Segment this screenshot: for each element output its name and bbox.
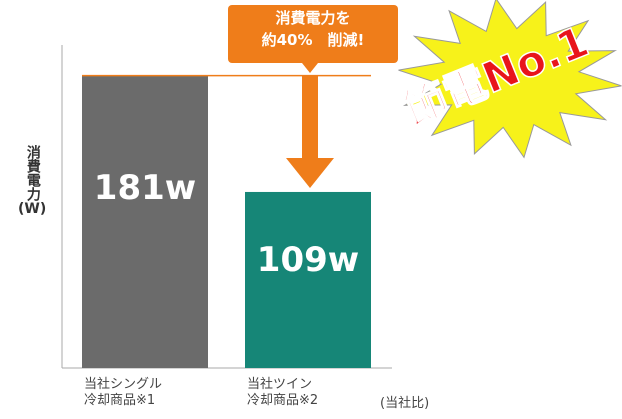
y-axis-label: 消費電力(W)	[18, 145, 46, 219]
bar	[82, 76, 208, 368]
note: (当社比)	[380, 396, 429, 412]
y-axis-label: 消費電力	[23, 145, 41, 201]
arrow-shaft	[302, 76, 318, 160]
value-label: 109w	[245, 239, 371, 282]
chart: 消費電力を 約40% 削減! (当社比) 節電No.1 消費電力(W) 181w…	[0, 0, 622, 419]
x-tick-label: 当社シングル 冷却商品※1	[84, 377, 162, 410]
arrow-head	[286, 158, 334, 188]
value-label: 181w	[82, 167, 208, 210]
y-axis-label-unit: (W)	[18, 201, 46, 219]
callout-pointer	[302, 63, 318, 73]
callout-text: 消費電力を 約40% 削減!	[228, 8, 398, 52]
x-tick-label: 当社ツイン 冷却商品※2	[247, 377, 318, 410]
